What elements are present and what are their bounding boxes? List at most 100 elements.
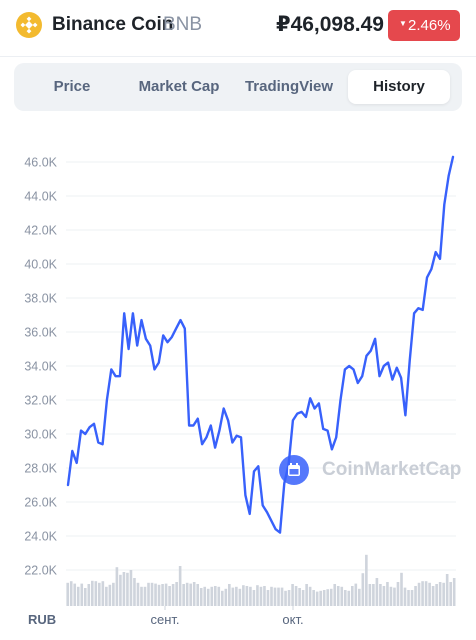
y-tick-label: 30.0K — [24, 428, 57, 442]
volume-bar — [340, 586, 344, 606]
volume-bar — [217, 586, 221, 606]
volume-bar — [322, 590, 326, 606]
volume-bar — [76, 586, 80, 606]
volume-bar — [393, 587, 396, 606]
coin-name: Binance Coin — [52, 14, 174, 35]
x-tick-label: сент. — [150, 612, 179, 627]
chart-tabs: Price Market Cap TradingView History — [14, 63, 462, 111]
volume-bar — [150, 582, 154, 606]
tab-tradingview[interactable]: TradingView — [244, 78, 334, 95]
volume-bar — [280, 587, 284, 606]
y-tick-label: 44.0K — [24, 190, 57, 204]
volume-bar — [256, 585, 259, 606]
volume-bar — [171, 584, 175, 606]
volume-bar — [270, 586, 273, 606]
volume-bar — [273, 587, 277, 606]
volume-bar — [199, 588, 203, 606]
volume-bar — [312, 590, 315, 606]
volume-bar — [382, 586, 386, 606]
y-tick-label: 34.0K — [24, 360, 57, 374]
coin-symbol: BNB — [163, 14, 203, 35]
coinmarketcap-logo-icon — [279, 455, 309, 485]
tab-market-cap[interactable]: Market Cap — [138, 78, 220, 95]
volume-bar — [168, 586, 171, 606]
volume-bar — [242, 585, 245, 606]
y-tick-label: 36.0K — [24, 326, 57, 340]
volume-bar — [442, 582, 445, 606]
volume-bar — [249, 586, 252, 606]
y-tick-label: 32.0K — [24, 394, 57, 408]
volume-bar — [400, 572, 403, 606]
volume-bar — [98, 582, 101, 606]
volume-bar — [305, 584, 308, 606]
volume-bar — [112, 582, 115, 606]
y-tick-label: 24.0K — [24, 530, 57, 544]
volume-bar — [284, 590, 287, 606]
current-price: ₽46,098.49 — [275, 13, 384, 36]
volume-bar — [122, 572, 126, 606]
volume-bar — [133, 578, 136, 606]
volume-bar — [298, 588, 301, 606]
volume-bar — [449, 582, 452, 606]
volume-bar — [210, 586, 214, 606]
volume-bar — [365, 554, 368, 606]
volume-bar — [410, 590, 414, 606]
price-change-badge: ▼ 2.46% — [388, 10, 460, 41]
volume-bar — [266, 590, 270, 606]
volume-bar — [94, 581, 98, 606]
volume-bar — [213, 586, 217, 606]
y-tick-label: 42.0K — [24, 224, 57, 238]
volume-bar — [438, 582, 442, 606]
volume-bar — [129, 570, 133, 606]
volume-bar — [136, 582, 140, 606]
volume-bar — [407, 590, 410, 606]
volume-bar — [287, 590, 291, 606]
volume-bar — [143, 586, 147, 606]
volume-bar — [66, 582, 70, 606]
volume-bar — [101, 581, 105, 606]
volume-bar — [445, 574, 449, 606]
caret-down-icon: ▼ — [399, 19, 407, 28]
price-line — [66, 155, 455, 534]
volume-bar — [368, 584, 372, 606]
volume-bar — [424, 581, 428, 606]
volume-bar — [277, 587, 280, 606]
tab-history[interactable]: History — [348, 70, 450, 104]
price-history-chart[interactable]: 22.0K 24.0K 26.0K 28.0K 30.0K 32.0K 34.0K 36.0K… — [0, 120, 476, 635]
volume-bar — [361, 573, 365, 606]
volume-bar — [350, 586, 354, 606]
volume-bar — [389, 586, 393, 606]
currency-label: RUB — [28, 612, 57, 627]
y-tick-label: 46.0K — [24, 156, 57, 170]
volume-bar — [428, 582, 431, 606]
volume-bar — [245, 586, 249, 606]
volume-bar — [259, 586, 263, 606]
volume-bar — [326, 589, 330, 606]
y-tick-label: 28.0K — [24, 462, 57, 476]
volume-bar — [182, 584, 185, 606]
y-tick-label: 22.0K — [24, 564, 57, 578]
volume-bar — [189, 583, 192, 606]
volume-bar — [379, 584, 382, 606]
volume-bar — [315, 591, 319, 606]
volume-bar — [238, 588, 242, 606]
volume-bar — [192, 582, 196, 606]
volume-bar — [252, 590, 256, 606]
volume-bar — [90, 580, 94, 606]
volume-bar — [301, 590, 305, 606]
volume-bar — [329, 588, 333, 606]
volume-bar — [417, 582, 421, 606]
volume-bar — [372, 584, 375, 606]
volume-bar — [119, 574, 122, 606]
header-divider — [0, 56, 476, 57]
volume-bar — [196, 584, 200, 606]
price-change-value: 2.46% — [408, 17, 451, 34]
volume-bar — [431, 586, 435, 606]
volume-bar — [347, 590, 351, 606]
volume-bar — [452, 578, 456, 606]
tab-price[interactable]: Price — [53, 78, 91, 95]
volume-bar — [108, 584, 112, 606]
volume-bar — [375, 578, 379, 606]
volume-bar — [203, 586, 207, 606]
volume-bar — [403, 587, 407, 606]
